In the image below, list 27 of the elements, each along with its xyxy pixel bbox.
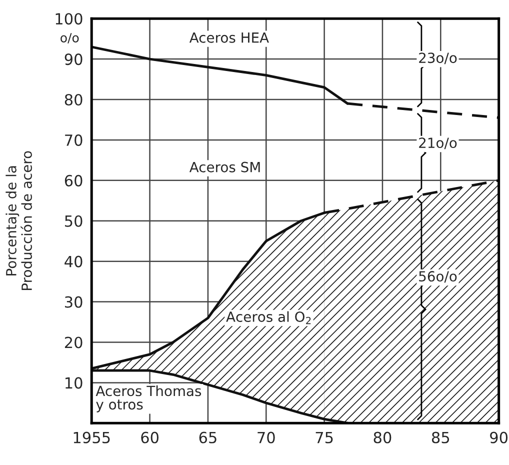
- x-tick-label: 70: [258, 432, 275, 444]
- x-tick-label: 60: [141, 432, 158, 444]
- y-axis-title: Porcentaje de la Producción de acero: [6, 151, 32, 290]
- annotation: 56o/o: [419, 271, 457, 283]
- y-tick-label: 30: [65, 296, 82, 308]
- y-tick-label: 10: [66, 377, 82, 389]
- y-tick-label: 100: [56, 13, 82, 25]
- x-tick-label: 1955: [74, 432, 110, 444]
- annotation: 21o/o: [419, 138, 457, 150]
- annotation: Aceros HEA: [189, 32, 269, 43]
- x-tick-label: 80: [374, 432, 392, 444]
- x-tick-label: 75: [316, 432, 333, 444]
- y-tick-label: 20: [64, 336, 82, 348]
- y-tick-label: 60: [64, 174, 82, 186]
- y-tick-label: 50: [65, 215, 82, 227]
- y-tick-label: 90: [64, 54, 82, 66]
- y-tick-label: 70: [65, 134, 82, 146]
- annotation: Aceros Thomas y otros: [96, 385, 202, 412]
- annotation: Aceros al O$_{2}$: [226, 311, 311, 324]
- y-tick-label: 40: [64, 256, 82, 268]
- x-tick-label: 85: [432, 432, 450, 444]
- x-tick-label: 90: [490, 432, 508, 444]
- x-tick-label: 65: [199, 432, 216, 444]
- y-tick-label: 80: [64, 94, 82, 106]
- annotation: 23o/o: [419, 52, 457, 64]
- text: o/o: [60, 33, 79, 44]
- annotation: Aceros SM: [189, 162, 260, 172]
